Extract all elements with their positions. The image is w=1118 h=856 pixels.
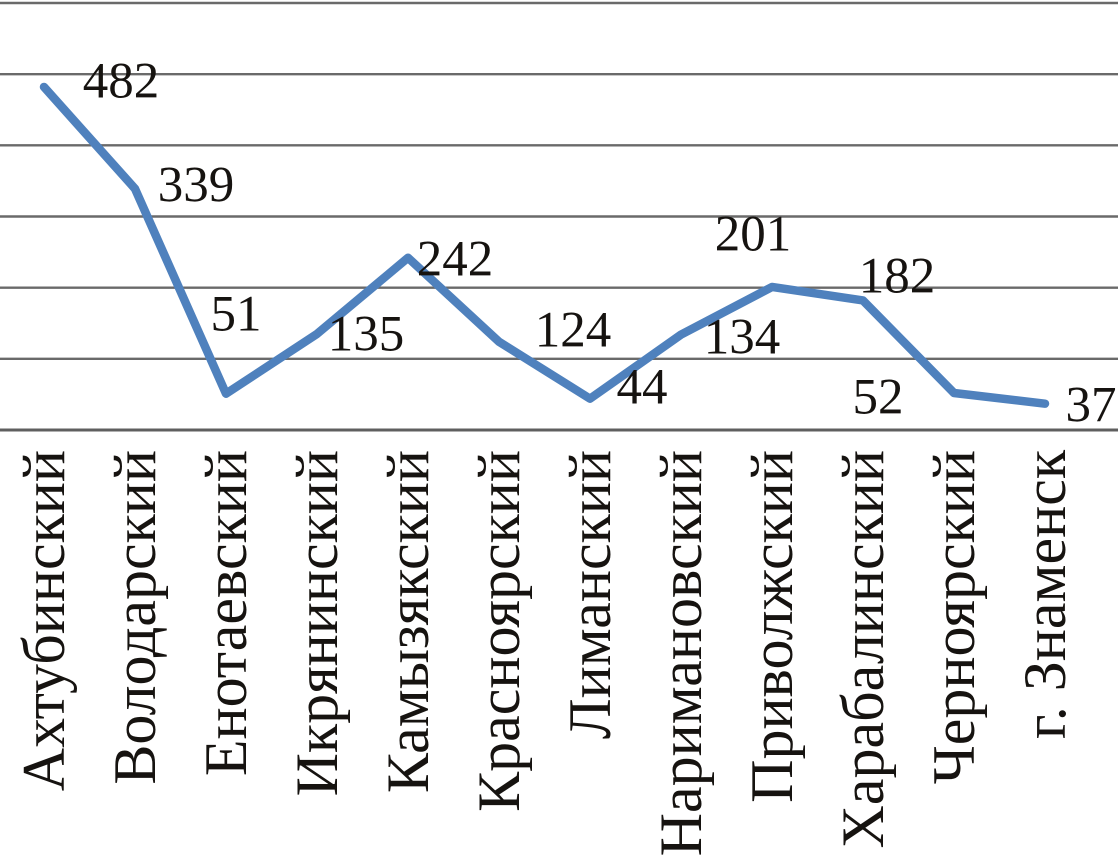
data-label: 201 xyxy=(714,206,792,263)
x-axis-label-text: Черноярский xyxy=(921,450,987,785)
x-axis-label-text: Енотаевский xyxy=(193,450,259,777)
data-label: 37 xyxy=(1065,377,1117,434)
data-label: 482 xyxy=(82,53,160,110)
x-axis-label-text: Красноярский xyxy=(466,450,532,812)
x-axis-label-text: Приволжский xyxy=(739,450,805,803)
x-axis-label-text: Лиманский xyxy=(557,450,623,740)
data-label: 52 xyxy=(852,369,904,426)
x-axis-label-text: Ахтубинский xyxy=(11,450,77,792)
x-axis-label-text: г. Знаменск xyxy=(1012,450,1078,740)
data-label: 134 xyxy=(703,309,781,366)
data-label: 51 xyxy=(210,286,262,343)
data-label: 44 xyxy=(616,359,668,416)
data-label: 182 xyxy=(858,248,936,305)
data-label: 339 xyxy=(157,157,235,214)
data-label: 135 xyxy=(327,306,405,363)
series-line xyxy=(39,82,1050,408)
data-label: 124 xyxy=(534,302,612,359)
data-label: 242 xyxy=(416,231,494,288)
plot-area xyxy=(0,1,1118,432)
x-axis-label-text: Наримановский xyxy=(648,450,714,856)
x-axis-label-text: Икрянинский xyxy=(284,450,350,797)
x-axis-label-text: Камызякский xyxy=(375,450,441,794)
x-axis-label-text: Харабалинский xyxy=(830,450,896,849)
x-axis-label-text: Володарский xyxy=(102,450,168,785)
